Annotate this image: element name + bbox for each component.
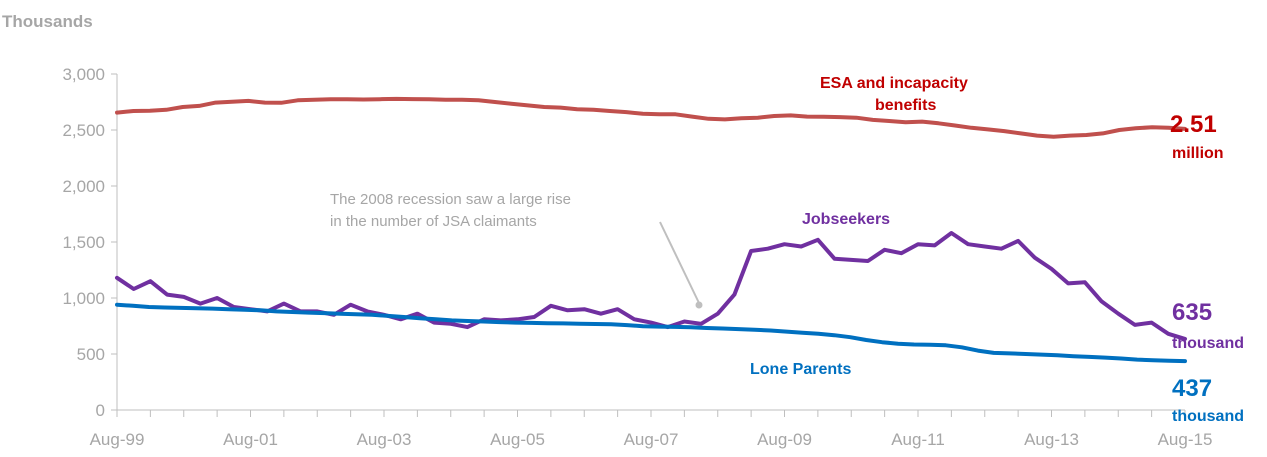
end-value-esa: 2.51 [1170, 111, 1217, 138]
series-label-esa-line-1: ESA and incapacity [820, 75, 968, 92]
y-tick-label: 2,000 [62, 177, 105, 196]
y-tick-label: 1,500 [62, 233, 105, 252]
x-tick-label: Aug-07 [624, 430, 679, 449]
axes [111, 73, 1186, 417]
tick-labels: 0 500 1,000 1,500 2,000 2,500 3,000 Aug-99 Aug-0… [62, 65, 1212, 449]
series-line-jobseekers [115, 231, 1187, 341]
annotation-arrow [659, 221, 700, 304]
end-value-jobseekers: 635 [1172, 299, 1212, 326]
x-tick-label: Aug-99 [90, 430, 145, 449]
x-tick-label: Aug-11 [891, 430, 945, 449]
series-label-esa-line-2: benefits [875, 97, 936, 114]
x-tick-label: Aug-15 [1158, 430, 1213, 449]
annotation-arrow-dot [695, 301, 703, 309]
recession-annotation: The 2008 recession saw a large rise in t… [330, 191, 703, 309]
x-tick-label: Aug-13 [1024, 430, 1079, 449]
y-tick-label: 3,000 [62, 65, 105, 84]
y-tick-label: 1,000 [62, 289, 105, 308]
series-label-jobseekers: Jobseekers [802, 211, 890, 228]
y-tick-label: 2,500 [62, 121, 105, 140]
x-tick-label: Aug-05 [490, 430, 545, 449]
series-lines [115, 96, 1187, 364]
end-value-labels: 2.51 million 635 thousand 437 thousand [1170, 111, 1244, 425]
end-unit-jobseekers: thousand [1172, 335, 1244, 352]
end-value-lone-parents: 437 [1172, 375, 1212, 402]
series-line-lone-parents [115, 302, 1187, 364]
end-unit-lone-parents: thousand [1172, 408, 1244, 425]
y-axis-title: Thousands [2, 12, 93, 31]
annotation-text-line-2: in the number of JSA claimants [330, 213, 537, 230]
series-label-lone-parents: Lone Parents [750, 361, 851, 378]
series-labels: ESA and incapacity benefits Jobseekers L… [750, 75, 968, 378]
x-tick-label: Aug-01 [223, 430, 278, 449]
y-tick-label: 0 [96, 401, 105, 420]
end-unit-esa: million [1172, 145, 1224, 162]
annotation-text-line-1: The 2008 recession saw a large rise [330, 191, 571, 208]
x-tick-label: Aug-09 [757, 430, 812, 449]
series-line-esa [115, 96, 1187, 139]
x-tick-label: Aug-03 [357, 430, 412, 449]
y-tick-label: 500 [77, 345, 105, 364]
